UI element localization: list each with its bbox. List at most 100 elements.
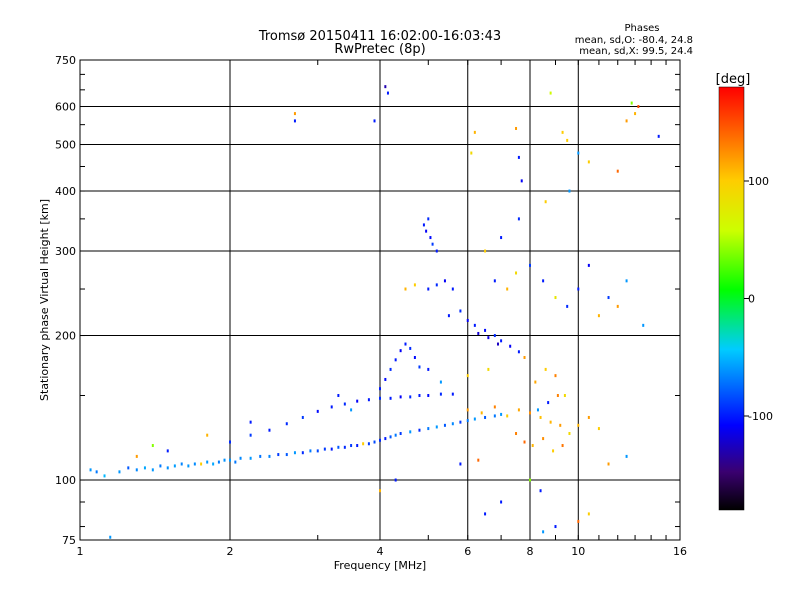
data-point (566, 304, 569, 308)
data-point (451, 287, 454, 291)
data-point (559, 423, 562, 427)
data-point (350, 408, 353, 412)
colorbar-ticks: 100 0 -100 (744, 175, 773, 423)
data-point (151, 468, 154, 472)
stats-line-o: mean, sd,O: -80.4, 24.8 (575, 35, 693, 46)
data-point (435, 425, 438, 429)
data-point (394, 433, 397, 437)
data-point (206, 460, 209, 464)
data-point (466, 318, 469, 322)
data-point (418, 365, 421, 369)
data-point (493, 279, 496, 283)
data-point (439, 380, 442, 384)
y-tick-label: 600 (55, 101, 76, 114)
x-tick-label: 8 (527, 545, 534, 558)
data-point (259, 454, 262, 458)
data-point (625, 119, 628, 123)
data-point (496, 342, 499, 346)
colorbar-label: [deg] (716, 72, 751, 87)
data-point (506, 414, 509, 418)
data-point (563, 394, 566, 398)
data-point (293, 119, 296, 123)
data-point (577, 519, 580, 523)
data-point (135, 454, 138, 458)
data-point (480, 411, 483, 415)
data-point (268, 428, 271, 432)
data-point (427, 287, 430, 291)
data-point (487, 367, 490, 371)
data-point (443, 279, 446, 283)
data-point (577, 423, 580, 427)
data-point (529, 263, 531, 267)
chart-title: Tromsø 20150411 16:02:00-16:03:43 (258, 29, 501, 44)
data-point (143, 466, 146, 470)
data-point (506, 287, 509, 291)
data-point (523, 355, 526, 359)
data-point (515, 432, 518, 436)
data-point (418, 394, 421, 398)
data-point (217, 460, 220, 464)
data-point (394, 358, 397, 362)
data-point (597, 427, 600, 431)
data-point (118, 470, 121, 474)
data-point (89, 468, 92, 472)
data-point (552, 449, 555, 453)
y-axis-label: Stationary phase Virtual Height [km] (38, 199, 51, 401)
data-point (549, 420, 552, 424)
data-point (466, 419, 469, 423)
data-point (316, 449, 319, 453)
data-point (484, 415, 487, 419)
data-point (350, 444, 353, 448)
data-point (568, 432, 571, 436)
data-point (427, 427, 430, 431)
data-point (389, 367, 392, 371)
data-point (484, 249, 487, 253)
chart-subtitle: RwPretec (8p) (334, 42, 425, 57)
data-point (249, 420, 252, 424)
data-point (229, 440, 231, 444)
data-point (356, 399, 359, 403)
data-point (309, 449, 312, 453)
data-point (399, 432, 402, 436)
data-point (547, 401, 550, 405)
data-point (394, 478, 397, 482)
data-point (529, 478, 531, 482)
stats-heading: Phases (624, 23, 659, 34)
data-point (500, 236, 503, 240)
x-tick-label: 1 (77, 545, 84, 558)
data-point (517, 217, 520, 221)
data-point (531, 444, 534, 448)
data-point (285, 422, 288, 426)
x-tick-label: 2 (227, 545, 234, 558)
data-point (542, 437, 545, 441)
x-tick-label: 10 (571, 545, 585, 558)
x-tick-labels: 1 2 4 6 8 10 16 (77, 545, 688, 558)
data-point (642, 323, 645, 327)
colorbar-tick-label: 100 (748, 175, 769, 188)
stats-line-x: mean, sd,X: 99.5, 24.4 (579, 46, 693, 57)
data-point (616, 304, 619, 308)
data-point (379, 396, 381, 400)
data-point (330, 447, 333, 451)
data-point (127, 466, 130, 470)
data-point (477, 458, 480, 462)
x-tick-label: 4 (377, 545, 384, 558)
data-point (166, 449, 169, 453)
data-point (542, 530, 545, 534)
data-point (625, 279, 628, 283)
data-point (422, 223, 425, 227)
data-point (427, 394, 430, 398)
data-point (384, 85, 387, 89)
data-point (625, 454, 628, 458)
data-point (330, 405, 333, 409)
data-point (451, 392, 454, 396)
data-point (409, 395, 412, 399)
data-point (473, 417, 476, 421)
data-point (517, 350, 520, 354)
data-point (404, 342, 407, 346)
data-point (343, 445, 346, 449)
data-point (418, 428, 421, 432)
data-point (473, 130, 476, 134)
y-tick-label: 200 (55, 330, 76, 343)
